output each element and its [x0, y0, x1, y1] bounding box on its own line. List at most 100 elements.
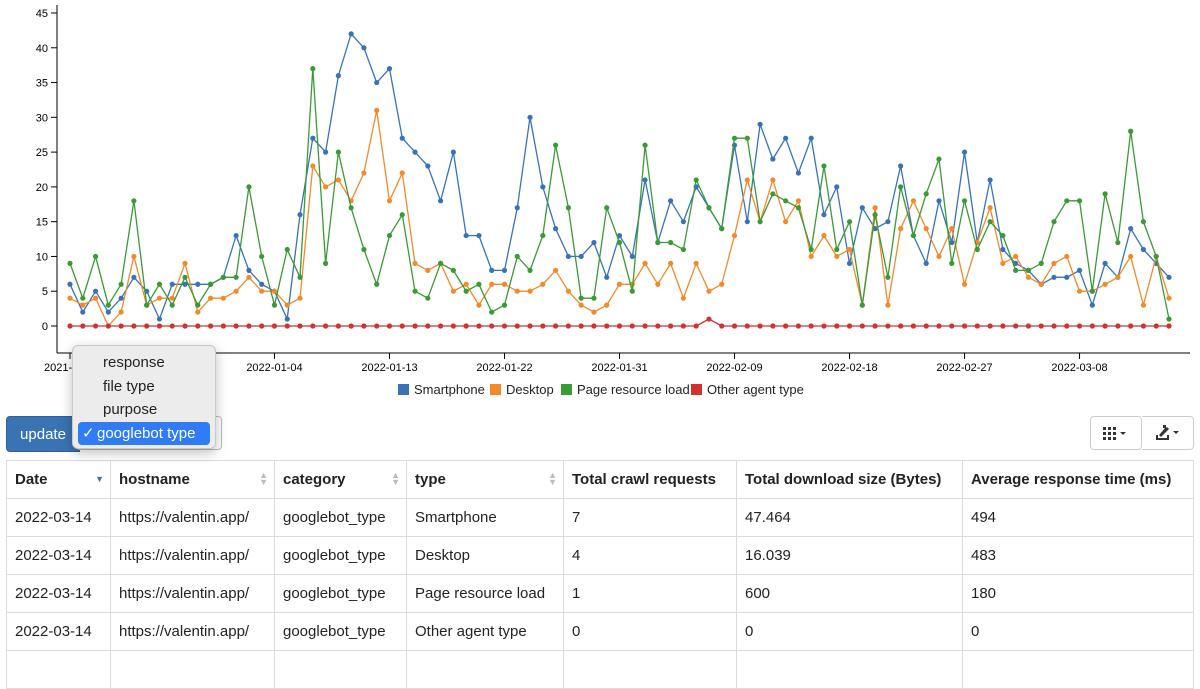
- data-point-desktop: [259, 288, 265, 294]
- data-point-page-resource-load: [540, 232, 546, 239]
- cell-date: 2022-03-14: [6, 612, 111, 651]
- data-point-page-resource-load: [386, 232, 393, 239]
- sort-icon[interactable]: ▲ ▼: [391, 470, 400, 487]
- data-point-desktop: [80, 302, 86, 308]
- legend-swatch: [490, 384, 501, 395]
- data-point-desktop: [910, 198, 917, 204]
- data-point-page-resource-load: [642, 142, 648, 148]
- dropdown-option-googlebot-type[interactable]: ✓ googlebot type: [78, 421, 210, 445]
- data-point-desktop: [642, 260, 648, 266]
- data-point-smartphone: [425, 163, 431, 169]
- update-button[interactable]: update: [6, 416, 80, 452]
- data-point-other-agent-type: [284, 323, 290, 329]
- data-point-other-agent-type: [578, 323, 584, 329]
- data-point-smartphone: [169, 281, 175, 287]
- data-point-desktop: [1013, 253, 1019, 260]
- sort-icon[interactable]: ▲ ▼: [548, 470, 557, 487]
- column-header-type[interactable]: type ▲ ▼: [406, 460, 564, 499]
- data-point-other-agent-type: [1089, 323, 1095, 329]
- data-point-smartphone: [1166, 274, 1172, 280]
- data-point-desktop: [540, 281, 546, 287]
- data-point-page-resource-load: [885, 274, 891, 280]
- y-tick-label: 35: [36, 78, 48, 90]
- y-tick-label: 45: [36, 8, 48, 20]
- cell-total-crawl-requests: 7: [563, 498, 737, 537]
- data-point-page-resource-load: [259, 253, 265, 260]
- data-point-smartphone: [1128, 226, 1134, 232]
- data-point-desktop: [706, 288, 712, 294]
- data-point-smartphone: [322, 149, 329, 155]
- table-row: 2022-03-14 https://valentin.app/ googleb…: [6, 498, 1194, 537]
- data-point-smartphone: [540, 184, 546, 190]
- data-point-other-agent-type: [195, 323, 201, 329]
- data-point-other-agent-type: [425, 323, 431, 329]
- data-point-other-agent-type: [105, 323, 111, 329]
- data-point-other-agent-type: [1076, 323, 1083, 329]
- data-point-other-agent-type: [821, 323, 827, 329]
- data-point-desktop: [795, 198, 802, 204]
- data-point-page-resource-load: [1000, 232, 1006, 239]
- data-point-smartphone: [105, 309, 111, 315]
- data-point-other-agent-type: [1025, 323, 1032, 329]
- data-point-smartphone: [680, 219, 686, 225]
- data-point-page-resource-load: [1025, 267, 1032, 273]
- data-point-other-agent-type: [1013, 323, 1019, 329]
- data-point-other-agent-type: [706, 316, 712, 322]
- data-point-other-agent-type: [527, 323, 533, 329]
- data-point-other-agent-type: [514, 323, 520, 329]
- data-point-desktop: [553, 267, 559, 273]
- data-point-smartphone: [1140, 246, 1147, 253]
- data-point-desktop: [450, 288, 456, 294]
- sort-icon[interactable]: ▲ ▼: [259, 470, 268, 487]
- data-point-other-agent-type: [731, 323, 738, 329]
- dropdown-option-file-type[interactable]: file type: [103, 377, 155, 395]
- data-point-desktop: [425, 267, 431, 273]
- cell-average-response-time: 0: [962, 612, 1194, 651]
- data-point-page-resource-load: [859, 302, 865, 308]
- column-header-hostname[interactable]: hostname ▲ ▼: [110, 460, 275, 499]
- data-point-page-resource-load: [169, 302, 175, 308]
- data-point-desktop: [731, 232, 738, 239]
- y-tick-label: 25: [36, 147, 48, 159]
- data-point-desktop: [898, 226, 904, 232]
- dropdown-option-response[interactable]: response: [103, 354, 165, 371]
- sort-desc-icon[interactable]: ▼: [95, 474, 104, 484]
- data-point-page-resource-load: [131, 198, 137, 204]
- data-point-smartphone: [795, 170, 802, 176]
- dropdown-option-purpose[interactable]: purpose: [103, 401, 158, 418]
- data-point-smartphone: [923, 260, 929, 266]
- data-point-smartphone: [259, 281, 265, 287]
- y-tick-label: 0: [42, 321, 48, 333]
- column-header-average-response-time[interactable]: Average response time (ms): [962, 460, 1194, 499]
- data-point-smartphone: [821, 212, 827, 218]
- column-header-category[interactable]: category ▲ ▼: [274, 460, 407, 499]
- data-point-smartphone: [118, 295, 124, 301]
- data-point-other-agent-type: [310, 323, 316, 329]
- data-point-other-agent-type: [348, 323, 354, 329]
- data-point-other-agent-type: [80, 323, 86, 329]
- data-point-other-agent-type: [1102, 323, 1108, 329]
- column-header-date[interactable]: Date ▼: [6, 460, 111, 499]
- data-point-page-resource-load: [476, 281, 482, 287]
- cell-total-download-size: 0: [736, 612, 963, 651]
- y-tick-label: 30: [36, 112, 48, 124]
- data-point-smartphone: [591, 239, 597, 246]
- data-point-other-agent-type: [412, 323, 418, 329]
- cell-date: 2022-03-14: [6, 574, 111, 613]
- data-point-page-resource-load: [783, 198, 789, 204]
- data-point-other-agent-type: [655, 323, 661, 329]
- data-point-other-agent-type: [297, 323, 303, 329]
- data-point-desktop: [655, 281, 661, 287]
- data-point-other-agent-type: [131, 323, 137, 329]
- column-header-total-crawl-requests[interactable]: Total crawl requests: [563, 460, 737, 499]
- export-button[interactable]: [1142, 416, 1194, 450]
- chart-type-dropdown-menu[interactable]: response file type purpose ✓ googlebot t…: [72, 345, 216, 449]
- data-point-page-resource-load: [310, 66, 316, 72]
- column-header-total-download-size[interactable]: Total download size (Bytes): [736, 460, 963, 499]
- cell-category: googlebot_type: [274, 612, 407, 651]
- data-point-page-resource-load: [629, 288, 635, 294]
- data-point-other-agent-type: [144, 323, 150, 329]
- data-point-smartphone: [463, 232, 469, 239]
- columns-toggle-button[interactable]: [1090, 416, 1142, 450]
- data-point-other-agent-type: [757, 323, 763, 329]
